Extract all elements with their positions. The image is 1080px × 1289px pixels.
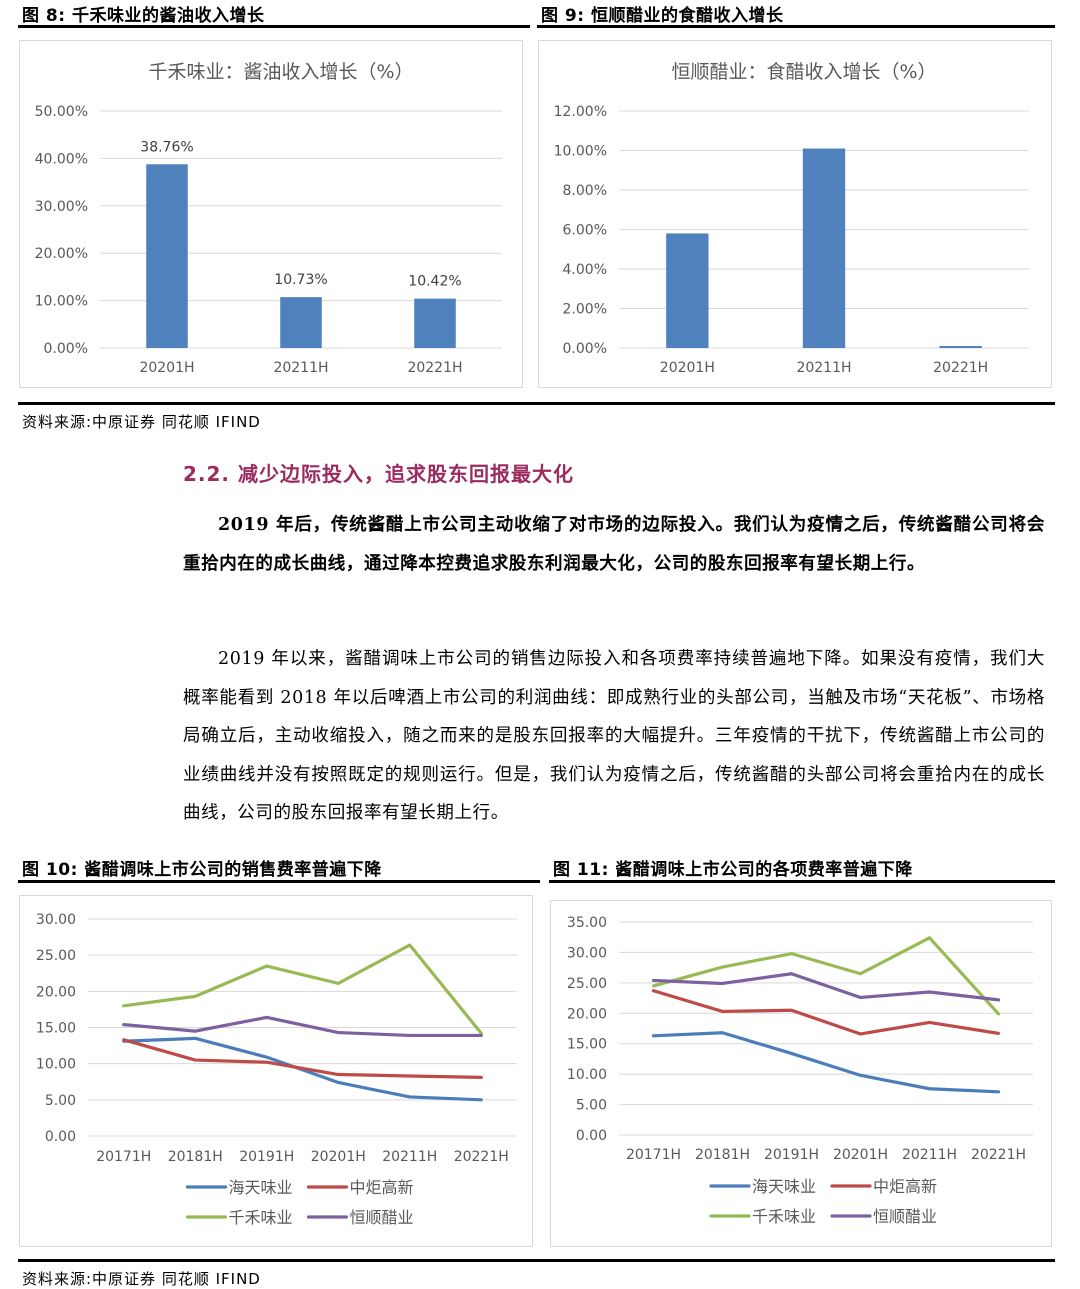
bar xyxy=(146,164,188,348)
figure-9-top-rule xyxy=(537,25,1055,28)
x-tick-label: 20201H xyxy=(833,1147,888,1163)
y-tick-label: 50.00% xyxy=(35,104,88,120)
x-tick-label: 20191H xyxy=(764,1147,819,1163)
figure-11-title: 图 11: 酱醋调味上市公司的各项费率普遍下降 xyxy=(553,860,913,880)
series-line xyxy=(122,943,483,1035)
bar-data-label: 38.76% xyxy=(140,139,193,155)
series-line xyxy=(122,1038,483,1080)
y-tick-label: 30.00 xyxy=(567,945,607,961)
y-tick-label: 10.00 xyxy=(36,1057,76,1073)
legend-label: 海天味业 xyxy=(752,1177,816,1196)
y-tick-label: 25.00 xyxy=(36,948,76,964)
figure-9-title: 图 9: 恒顺醋业的食醋收入增长 xyxy=(541,6,784,26)
y-tick-label: 5.00 xyxy=(576,1098,607,1114)
y-tick-label: 15.00 xyxy=(36,1021,76,1037)
y-tick-label: 12.00% xyxy=(554,104,607,120)
figure-10-line-chart: 0.00 5.00 10.00 15.00 20.00 25.00 30.00 20171H 2… xyxy=(36,912,517,1227)
figure-8-bar-chart: 千禾味业：酱油收入增长（%） 0.00% 10.00% 20.00% 30.00% 40.… xyxy=(35,61,502,376)
y-tick-label: 40.00% xyxy=(35,151,88,167)
figure-8-top-rule xyxy=(18,25,530,28)
y-tick-label: 35.00 xyxy=(567,915,607,931)
figure-9-chart-frame: 恒顺醋业：食醋收入增长（%） 0.00% 2.00% 4.00% 6.00% 8.00% 1… xyxy=(538,40,1052,388)
bar xyxy=(939,346,982,348)
x-tick-label: 20211H xyxy=(382,1149,437,1165)
figure-11-top-rule xyxy=(549,880,1055,883)
x-tick-label: 20171H xyxy=(96,1149,151,1165)
y-tick-label: 2.00% xyxy=(563,302,607,318)
x-tick-label: 20221H xyxy=(407,360,462,376)
y-tick-label: 0.00% xyxy=(563,341,607,357)
x-tick-label: 20201H xyxy=(139,360,194,376)
bar-data-label: 10.42% xyxy=(408,274,461,290)
figure-8-chart-frame: 千禾味业：酱油收入增长（%） 0.00% 10.00% 20.00% 30.00% 40.… xyxy=(19,40,523,388)
y-tick-label: 25.00 xyxy=(567,976,607,992)
chart-title: 恒顺醋业：食醋收入增长（%） xyxy=(671,61,936,83)
x-tick-label: 20221H xyxy=(454,1149,509,1165)
y-tick-label: 4.00% xyxy=(563,262,607,278)
series-line xyxy=(122,1015,483,1038)
y-tick-label: 20.00 xyxy=(567,1006,607,1022)
bar xyxy=(666,233,709,348)
series-line xyxy=(651,1031,1001,1094)
series-line xyxy=(651,989,1001,1036)
y-tick-label: 30.00% xyxy=(35,199,88,215)
y-tick-label: 8.00% xyxy=(563,183,607,199)
legend-label: 千禾味业 xyxy=(229,1208,293,1227)
body-paragraph: 2019 年以来，酱醋调味上市公司的销售边际投入和各项费率持续普遍地下降。如果没… xyxy=(183,640,1045,833)
y-tick-label: 15.00 xyxy=(567,1037,607,1053)
figure-11-line-chart: 0.00 5.00 10.00 15.00 20.00 25.00 30.00 35.00 20… xyxy=(567,915,1033,1226)
y-tick-label: 10.00% xyxy=(554,144,607,160)
x-tick-label: 20211H xyxy=(796,360,851,376)
body-paragraph-text: 2019 年以来，酱醋调味上市公司的销售边际投入和各项费率持续普遍地下降。如果没… xyxy=(183,649,1045,823)
legend-label: 恒顺醋业 xyxy=(350,1208,414,1227)
figure-10-top-rule xyxy=(18,880,540,883)
bar-data-label: 10.73% xyxy=(274,272,327,288)
series-line xyxy=(651,972,1001,1002)
y-tick-label: 10.00 xyxy=(567,1067,607,1083)
y-tick-label: 0.00 xyxy=(45,1129,76,1145)
y-tick-label: 0.00% xyxy=(44,341,88,357)
bar xyxy=(802,148,846,348)
figure-8-title: 图 8: 千禾味业的酱油收入增长 xyxy=(22,6,265,26)
legend-label: 海天味业 xyxy=(229,1178,293,1197)
figures-8-9-bottom-rule xyxy=(18,402,1055,405)
x-tick-label: 20181H xyxy=(168,1149,223,1165)
y-tick-label: 6.00% xyxy=(563,223,607,239)
legend-label: 中炬高新 xyxy=(873,1177,937,1196)
x-tick-label: 20201H xyxy=(660,360,715,376)
y-tick-label: 20.00 xyxy=(36,984,76,1000)
series-line xyxy=(651,936,1001,1016)
chart-title: 千禾味业：酱油收入增长（%） xyxy=(148,61,413,83)
summary-paragraph-text: 2019 年后，传统酱醋上市公司主动收缩了对市场的边际投入。我们认为疫情之后，传… xyxy=(183,515,1045,574)
summary-paragraph: 2019 年后，传统酱醋上市公司主动收缩了对市场的边际投入。我们认为疫情之后，传… xyxy=(183,506,1045,583)
y-tick-label: 10.00% xyxy=(35,294,88,310)
x-tick-label: 20181H xyxy=(695,1147,750,1163)
figure-10-chart-frame: 0.00 5.00 10.00 15.00 20.00 25.00 30.00 20171H 2… xyxy=(19,895,533,1247)
figure-9-bar-chart: 恒顺醋业：食醋收入增长（%） 0.00% 2.00% 4.00% 6.00% 8.00% 1… xyxy=(554,61,1029,376)
y-tick-label: 5.00 xyxy=(45,1093,76,1109)
x-tick-label: 20221H xyxy=(933,360,988,376)
figure-11-chart-frame: 0.00 5.00 10.00 15.00 20.00 25.00 30.00 35.00 20… xyxy=(550,900,1052,1247)
legend-label: 中炬高新 xyxy=(350,1178,414,1197)
y-tick-label: 20.00% xyxy=(35,246,88,262)
x-tick-label: 20191H xyxy=(239,1149,294,1165)
x-tick-label: 20211H xyxy=(273,360,328,376)
x-tick-label: 20201H xyxy=(311,1149,366,1165)
figures-10-11-bottom-rule xyxy=(18,1259,1055,1262)
source-note-top: 资料来源:中原证券 同花顺 IFIND xyxy=(22,413,261,431)
x-tick-label: 20221H xyxy=(971,1147,1026,1163)
figure-10-title: 图 10: 酱醋调味上市公司的销售费率普遍下降 xyxy=(22,860,382,880)
y-tick-label: 30.00 xyxy=(36,912,76,928)
legend-label: 恒顺醋业 xyxy=(873,1207,937,1226)
section-heading: 2.2. 减少边际投入，追求股东回报最大化 xyxy=(183,462,574,486)
legend-label: 千禾味业 xyxy=(752,1207,816,1226)
y-tick-label: 0.00 xyxy=(576,1128,607,1144)
x-tick-label: 20211H xyxy=(902,1147,957,1163)
source-note-bottom: 资料来源:中原证券 同花顺 IFIND xyxy=(22,1270,261,1288)
bar xyxy=(414,298,456,348)
x-tick-label: 20171H xyxy=(626,1147,681,1163)
bar xyxy=(280,297,322,348)
